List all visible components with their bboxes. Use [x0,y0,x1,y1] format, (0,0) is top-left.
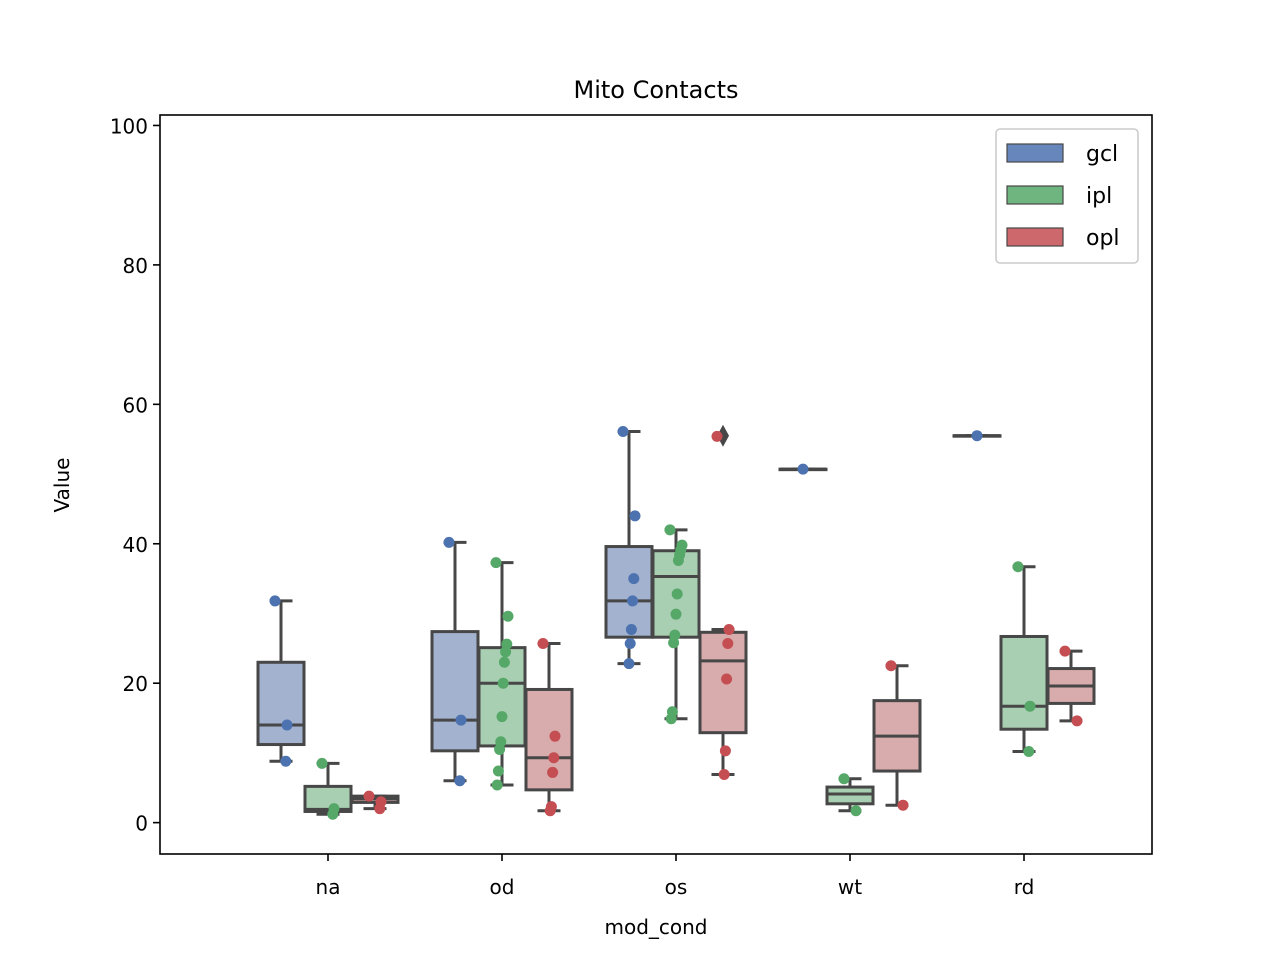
data-point-ipl [327,808,339,820]
data-point-ipl [1024,700,1036,712]
data-point-ipl [494,743,506,755]
data-point-opl [549,730,561,742]
data-point-opl [897,799,909,811]
data-point-ipl [1012,561,1024,573]
data-point-ipl [672,554,684,566]
data-point-gcl [281,719,293,731]
data-point-ipl [491,779,503,791]
box-opl-os [698,424,748,777]
data-point-opl [374,803,386,815]
data-point-gcl [455,714,467,726]
data-point-opl [718,769,730,781]
y-axis-label: Value [50,458,74,513]
plot-area [256,424,1096,820]
data-point-gcl [625,624,637,636]
y-axis: 0 20 40 60 80 100 [110,114,160,836]
legend-swatch-opl [1006,227,1064,247]
data-point-gcl [629,510,641,522]
legend-label-gcl: gcl [1086,142,1118,167]
box-body [256,660,306,747]
y-tick-label: 100 [110,114,148,138]
data-point-gcl [280,755,292,767]
data-point-ipl [498,656,510,668]
box-body [698,630,748,735]
box-gcl-od [430,540,480,783]
data-point-gcl [454,775,466,787]
data-point-opl [363,790,375,802]
data-point-opl [721,673,733,685]
data-point-gcl [797,463,809,475]
legend: gcl ipl opl [995,128,1139,264]
box-opl-rd [1046,649,1096,723]
box-gcl-os [604,430,654,666]
y-tick-label: 0 [135,812,148,836]
data-point-gcl [628,573,640,585]
data-point-gcl [623,658,635,670]
y-tick-label: 20 [123,672,148,696]
y-tick-label: 60 [123,393,148,417]
data-point-opl [723,624,735,636]
box-opl-wt [872,664,922,807]
data-point-ipl [497,677,509,689]
data-point-ipl [838,773,850,785]
chart-title: Mito Contacts [574,76,739,104]
data-point-ipl [490,557,502,569]
x-axis-label: mod_cond [604,915,707,939]
data-point-ipl [500,646,512,658]
series-gcl [256,426,1002,787]
data-point-ipl [1023,746,1035,758]
data-point-ipl [316,757,328,769]
legend-label-ipl: ipl [1086,184,1112,209]
x-tick-label: os [665,875,688,899]
box-body [430,630,480,753]
data-point-gcl [624,637,636,649]
x-tick-label: od [490,875,515,899]
data-point-opl [1059,645,1071,657]
x-tick-label: rd [1014,875,1035,899]
data-point-opl [885,660,897,672]
data-point-opl [548,752,560,764]
data-point-opl [1071,715,1083,727]
data-point-ipl [665,713,677,725]
y-tick-label: 80 [123,254,148,278]
data-point-ipl [850,805,862,817]
data-point-ipl [671,588,683,600]
x-axis: na od os wt rd [316,854,1035,899]
data-point-ipl [496,711,508,723]
box-ipl-wt [825,777,875,813]
box-body [303,784,353,813]
data-point-opl [719,745,731,757]
data-point-ipl [670,608,682,620]
x-tick-label: wt [838,875,862,899]
data-point-ipl [664,524,676,536]
data-point-gcl [443,536,455,548]
y-tick-label: 40 [123,533,148,557]
data-point-ipl [502,610,514,622]
box-body [604,545,654,639]
data-point-gcl [617,426,629,438]
data-point-gcl [971,430,983,442]
legend-label-opl: opl [1086,226,1120,251]
legend-swatch-ipl [1006,185,1064,205]
data-point-opl [711,430,723,442]
data-point-opl [547,766,559,778]
data-point-opl [722,637,734,649]
data-point-gcl [269,595,281,607]
data-point-opl [537,637,549,649]
box-opl-na [350,794,400,811]
series-opl [350,424,1096,817]
series-ipl [303,524,1049,820]
outlier-marker [717,424,729,447]
data-point-ipl [492,765,504,777]
legend-swatch-gcl [1006,143,1064,163]
data-point-ipl [668,637,680,649]
x-tick-label: na [316,875,341,899]
axes-frame [159,114,1153,855]
data-point-opl [544,805,556,817]
data-point-gcl [627,595,639,607]
box-body [999,634,1049,731]
